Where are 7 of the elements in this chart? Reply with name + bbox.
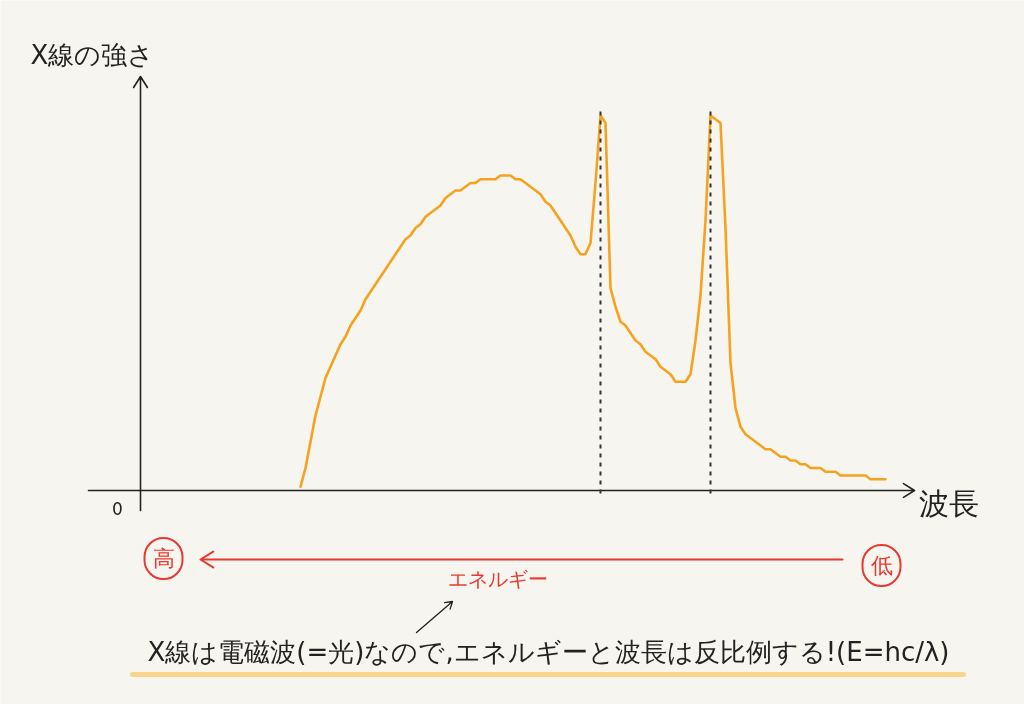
text: X線は電磁波(=光)なので,エネルギーと波長は反比例する!(E=hc/λ) [147,636,950,667]
text: 低 [870,553,893,578]
x-axis-title: 波長 [918,486,979,521]
text: 0 [112,499,123,519]
text: エネルギー [447,566,548,591]
y-axis-title: X線の強さ [30,39,155,70]
text: 高 [152,546,175,571]
